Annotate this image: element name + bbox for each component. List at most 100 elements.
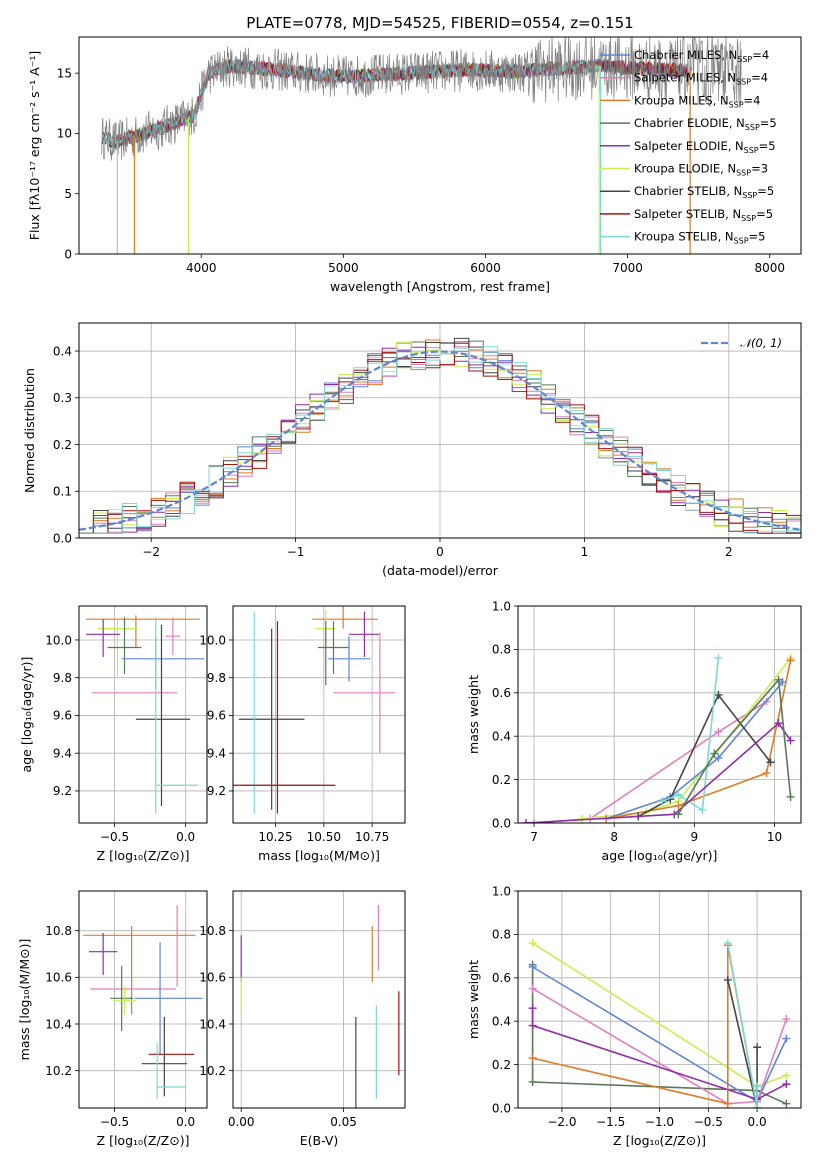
residuals-axes: −2 −1 0 1 2 0.0 0.1 0.2 0.3 0.4 (data-model)/error… <box>22 322 802 578</box>
mass_vs_Z-grid <box>79 891 207 1108</box>
spectrum-axes: 4000 5000 6000 7000 8000 0 5 10 15 wavelength [An… <box>27 36 802 294</box>
mass_weight_vs_Z-y-tick-label: 0.8 <box>492 928 511 942</box>
mass_weight_vs_Z-point-marker <box>528 962 537 971</box>
histogram-legend: 𝒩(0, 1) <box>701 336 782 350</box>
mass_weight_vs_Z-point-marker <box>782 1080 791 1089</box>
mass_weight_vs_age-frame <box>517 605 802 824</box>
mass_vs_EBV-y-tick-label: 10.6 <box>199 971 226 985</box>
age_vs_Z-y-tick-label: 9.2 <box>53 784 72 798</box>
mass_vs_Z-y-tick-label: 10.2 <box>45 1064 72 1078</box>
mass_weight_vs_age-point-marker <box>714 727 723 736</box>
age_vs_mass-errorbar-point <box>312 606 378 629</box>
mass_weight_vs_age-point-marker <box>762 769 771 778</box>
mass_weight_vs_age-x-axis-label: age [log₁₀(age/yr)] <box>602 848 718 863</box>
legend-entry-chabrier-miles: Chabrier MILES, NSSP=4 <box>634 48 769 64</box>
mass-weight-vs-metallicity-panel: −2.0 −1.5 −1.0 −0.5 0.0 0.0 0.2 0.4 0.6 0.8 1.0 Z [… <box>466 884 802 1148</box>
age_vs_Z-x-tick-label: 0.0 <box>176 830 195 844</box>
mass_weight_vs_Z-x-tick-label: −2.0 <box>547 1115 576 1129</box>
age_vs_mass-plot-area <box>233 606 396 814</box>
mass_vs_EBV-x-axis-label: E(B-V) <box>300 1133 339 1148</box>
mass_weight_vs_Z-axes: −2.0 −1.5 −1.0 −0.5 0.0 0.0 0.2 0.4 0.6 0.8 1.0 Z [… <box>466 884 802 1148</box>
mass_weight_vs_Z-point-marker <box>723 939 732 948</box>
mass_weight_vs_age-plot-area <box>522 654 795 823</box>
histogram-salpeter-stelib <box>79 342 801 538</box>
mass_vs_Z-plot-area <box>83 905 203 1099</box>
residuals-x-axis-label: (data-model)/error <box>382 563 499 578</box>
mass_weight_vs_Z-x-axis-label: Z [log₁₀(Z/Z⊙)] <box>613 1133 706 1148</box>
mass_weight_vs_age-point-marker <box>786 656 795 665</box>
age_vs_mass-frame <box>232 605 406 824</box>
mass_weight_vs_age-y-tick-label: 0.0 <box>492 816 511 830</box>
mass_weight_vs_Z-y-tick-label: 1.0 <box>492 884 511 898</box>
residuals-frame <box>78 322 802 539</box>
mass_weight_vs_Z-grid <box>518 890 801 1109</box>
mass_weight_vs_Z-frame <box>517 890 802 1109</box>
mass_vs_Z-y-tick-label: 10.8 <box>45 924 72 938</box>
age_vs_Z-y-tick-label: 9.6 <box>53 709 72 723</box>
mass_vs_Z-y-axis-label: mass [log₁₀(M/M⊙)] <box>17 939 32 1061</box>
mass_weight_vs_age-x-tick-label: 10 <box>767 830 782 844</box>
spectrum-frame <box>78 36 802 255</box>
age_vs_mass-errorbar-point <box>348 611 380 657</box>
age_vs_Z-errorbar-point <box>121 636 205 690</box>
mass_vs_EBV-y-tick-label: 10.2 <box>199 1064 226 1078</box>
mass_weight_vs_age-series-line <box>677 677 792 815</box>
spectrum-y-tick-label: 15 <box>57 66 72 80</box>
age-vs-mass-panel: 10.25 10.50 10.75 9.2 9.4 9.6 9.8 10.0 mass [log… <box>199 605 406 863</box>
age_vs_Z-x-axis-label: Z [log₁₀(Z/Z⊙)] <box>97 848 190 863</box>
age_vs_Z-frame <box>78 605 208 824</box>
age-vs-metallicity-panel: −0.5 0.0 9.2 9.4 9.6 9.8 10.0 Z [log₁₀(Z/Z⊙)] ag… <box>19 605 208 863</box>
mass_vs_Z-errorbar-point <box>88 933 118 975</box>
mass_weight_vs_age-point-marker <box>522 819 531 823</box>
mass_vs_Z-x-axis-label: Z [log₁₀(Z/Z⊙)] <box>97 1133 190 1148</box>
mass_weight_vs_age-point-marker <box>710 749 719 758</box>
mass_weight_vs_Z-x-tick-label: −0.5 <box>694 1115 723 1129</box>
normal-reference-curve <box>79 350 801 531</box>
residuals-x-tick-label: 2 <box>725 545 733 559</box>
mass_weight_vs_age-series-line <box>661 658 720 812</box>
mass_weight_vs_Z-point-marker <box>723 1099 732 1108</box>
residuals-histogram-panel: −2 −1 0 1 2 0.0 0.1 0.2 0.3 0.4 (data-model)/error… <box>22 322 802 578</box>
mass_vs_EBV-grid <box>233 891 405 1108</box>
residuals-y-tick-label: 0.3 <box>53 391 72 405</box>
spectrum-x-tick-label: 7000 <box>612 261 643 275</box>
age_vs_mass-errorbar-point <box>318 621 349 674</box>
spectrum-panel: 4000 5000 6000 7000 8000 0 5 10 15 wavelength [An… <box>27 36 802 294</box>
mass_weight_vs_Z-point-marker <box>782 1034 791 1043</box>
mass_weight_vs_Z-point-marker <box>528 1004 537 1013</box>
mass_weight_vs_age-y-tick-label: 0.8 <box>492 643 511 657</box>
mass_vs_Z-y-tick-label: 10.6 <box>45 971 72 985</box>
age_vs_mass-y-tick-label: 10.0 <box>199 633 226 647</box>
age_vs_mass-errorbar-point <box>242 611 328 814</box>
mass_weight_vs_age-series-line <box>605 681 784 820</box>
mass_vs_EBV-plot-area <box>240 905 400 1108</box>
mass_weight_vs_age-y-tick-label: 1.0 <box>492 599 511 613</box>
mass_vs_EBV-y-tick-label: 10.8 <box>199 924 226 938</box>
mass-vs-ebv-panel: 0.00 0.05 10.2 10.4 10.6 10.8 E(B-V) <box>199 890 406 1148</box>
age_vs_mass-x-tick-label: 10.25 <box>258 830 292 844</box>
legend-entry-chabrier-stelib: Chabrier STELIB, NSSP=5 <box>634 184 774 200</box>
mass_weight_vs_Z-point-marker <box>528 939 537 948</box>
spectrum-y-tick-label: 0 <box>64 247 72 261</box>
age_vs_mass-y-tick-label: 9.8 <box>207 671 226 685</box>
mass_weight_vs_age-point-marker <box>774 719 783 728</box>
spectrum-x-tick-label: 6000 <box>470 261 501 275</box>
age_vs_Z-y-tick-label: 9.4 <box>53 746 72 760</box>
age_vs_Z-errorbar-point <box>165 617 180 656</box>
mass_weight_vs_Z-point-marker <box>782 1071 791 1080</box>
residuals-y-tick-label: 0.2 <box>53 438 72 452</box>
mass_weight_vs_age-point-marker <box>674 790 683 799</box>
age_vs_Z-errorbar-point <box>135 624 190 807</box>
age_vs_Z-errorbar-point <box>107 617 142 674</box>
mass_weight_vs_age-series-line <box>582 657 792 820</box>
mass_weight_vs_age-x-tick-label: 7 <box>530 830 538 844</box>
mass_weight_vs_age-series-line <box>533 700 767 823</box>
spectrum-x-tick-label: 4000 <box>186 261 217 275</box>
legend-entry-chabrier-elodie: Chabrier ELODIE, NSSP=5 <box>634 116 777 132</box>
mass_vs_EBV-y-tick-label: 10.4 <box>199 1017 226 1031</box>
mass_weight_vs_Z-y-tick-label: 0.0 <box>492 1101 511 1115</box>
residuals-y-tick-label: 0.4 <box>53 344 72 358</box>
legend-entry-kroupa-miles: Kroupa MILES, NSSP=4 <box>634 93 760 109</box>
age_vs_mass-errorbar-point <box>238 628 305 810</box>
mass-vs-metallicity-panel: −0.5 0.0 10.2 10.4 10.6 10.8 Z [log₁₀(Z/Z⊙)] ma… <box>17 890 208 1148</box>
